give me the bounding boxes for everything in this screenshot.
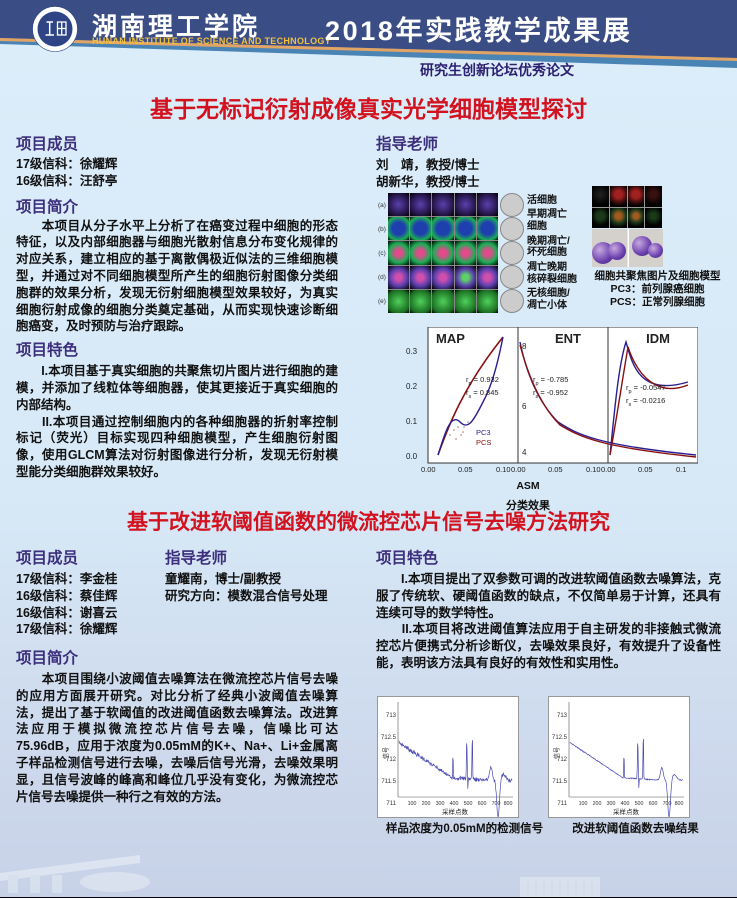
svg-text:400: 400 [621, 801, 630, 807]
svg-text:712.5: 712.5 [552, 735, 568, 741]
svg-text:PC3: PC3 [476, 428, 491, 437]
svg-text:PCS: PCS [476, 438, 491, 447]
svg-text:4: 4 [522, 448, 527, 457]
svg-text:采样点数: 采样点数 [442, 807, 469, 816]
svg-text:500: 500 [464, 801, 473, 807]
svg-text:711.5: 711.5 [552, 779, 567, 785]
svg-text:信号: 信号 [382, 747, 390, 759]
svg-text:100: 100 [579, 801, 588, 807]
svg-text:800: 800 [504, 801, 513, 807]
svg-text:711.5: 711.5 [381, 779, 396, 785]
svg-text:0.0: 0.0 [406, 452, 418, 461]
svg-text:300: 300 [436, 801, 445, 807]
svg-text:0.3: 0.3 [406, 347, 418, 356]
svg-text:711: 711 [557, 801, 567, 807]
svg-text:IDM: IDM [646, 331, 670, 346]
svg-text:100: 100 [408, 801, 417, 807]
svg-text:600: 600 [478, 801, 487, 807]
svg-text:采样点数: 采样点数 [613, 807, 640, 816]
svg-text:713: 713 [386, 713, 397, 719]
svg-text:711: 711 [386, 801, 396, 807]
svg-text:6: 6 [522, 402, 527, 411]
svg-text:300: 300 [607, 801, 616, 807]
svg-text:500: 500 [635, 801, 644, 807]
svg-text:600: 600 [649, 801, 658, 807]
svg-text:400: 400 [450, 801, 459, 807]
svg-text:信号: 信号 [553, 747, 561, 759]
svg-text:713: 713 [557, 713, 568, 719]
svg-text:8: 8 [522, 342, 527, 351]
svg-text:800: 800 [675, 801, 684, 807]
svg-text:ENT: ENT [555, 331, 581, 346]
svg-text:200: 200 [593, 801, 602, 807]
svg-text:MAP: MAP [436, 331, 465, 346]
svg-text:0.1: 0.1 [406, 417, 418, 426]
svg-text:0.2: 0.2 [406, 382, 418, 391]
svg-text:200: 200 [422, 801, 431, 807]
svg-text:712.5: 712.5 [381, 735, 397, 741]
